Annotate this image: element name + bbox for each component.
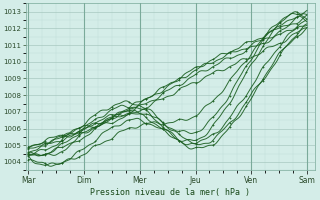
X-axis label: Pression niveau de la mer( hPa ): Pression niveau de la mer( hPa ) [91, 188, 251, 197]
